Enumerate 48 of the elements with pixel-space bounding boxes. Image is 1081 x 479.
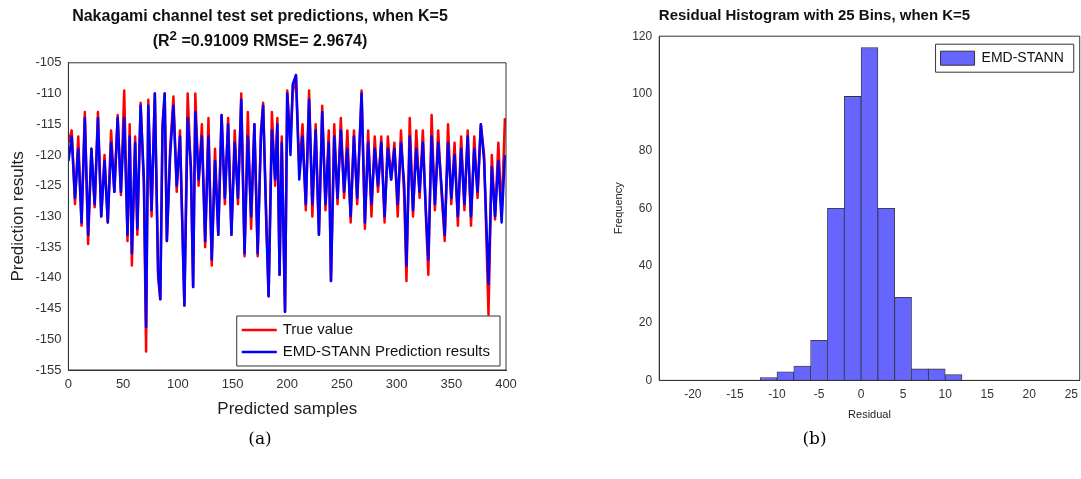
x-tick-label: 200 (276, 376, 299, 392)
x-tick-label: -10 (768, 386, 786, 401)
legend-label: EMD-STANN (981, 49, 1064, 66)
x-tick-label: 250 (331, 376, 353, 392)
x-tick-label: 0 (64, 376, 73, 392)
x-tick-label: 100 (166, 376, 189, 392)
legend-label: True value (282, 320, 354, 338)
y-tick-label: -105 (35, 54, 62, 70)
x-tick-label: 10 (938, 386, 953, 401)
x-tick-label: -5 (813, 386, 825, 401)
y-tick-label: -155 (35, 361, 62, 377)
y-tick-label: 100 (632, 85, 653, 100)
y-tick-label: -145 (35, 300, 62, 316)
chart-title: Nakagami channel test set predictions, when K=5 (72, 7, 448, 24)
x-tick-label: -15 (726, 386, 744, 401)
y-tick-label: 60 (638, 200, 653, 215)
x-tick-label: 0 (857, 386, 865, 401)
y-tick-label: -115 (36, 115, 62, 131)
y-tick-label: -140 (35, 269, 62, 285)
y-tick-label: 40 (638, 257, 653, 272)
x-tick-label: 5 (899, 386, 907, 401)
legend-label: EMD-STANN Prediction results (282, 342, 491, 360)
y-tick-label: 80 (638, 143, 653, 158)
y-tick-label: -125 (35, 177, 62, 193)
text: (a) (247, 428, 273, 448)
text: (b) (801, 428, 828, 448)
x-tick-label: -20 (684, 386, 702, 401)
chart-title: Residual Histogram with 25 Bins, when K=5 (657, 5, 972, 25)
y-axis-title: Prediction results (7, 151, 27, 282)
chart-subtitle: (R$^{2}$ =0.91009 RMSE= 2.9674) (152, 27, 368, 50)
x-tick-label: 350 (440, 376, 463, 392)
x-axis-title: Residual (848, 408, 891, 421)
x-tick-label: 25 (1064, 386, 1079, 401)
y-axis-title: Frequency (611, 181, 624, 235)
y-tick-label: 120 (632, 28, 653, 43)
x-axis-title: Predicted samples (217, 399, 358, 419)
x-tick-label: 15 (980, 386, 995, 401)
y-tick-label: -135 (35, 238, 62, 254)
x-tick-label: 50 (115, 376, 131, 392)
x-tick-label: 150 (221, 376, 244, 392)
x-tick-label: 300 (385, 376, 408, 392)
y-tick-label: 20 (638, 315, 653, 330)
y-tick-label: -150 (35, 330, 62, 346)
y-tick-label: -130 (35, 207, 62, 223)
x-tick-label: 400 (495, 376, 517, 392)
y-tick-label: -110 (36, 85, 62, 101)
y-tick-label: -120 (35, 146, 62, 162)
x-tick-label: 20 (1022, 386, 1037, 401)
